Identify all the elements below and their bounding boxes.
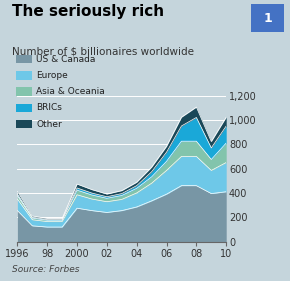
Text: Other: Other bbox=[36, 120, 62, 129]
Text: US & Canada: US & Canada bbox=[36, 55, 96, 64]
Text: Source: Forbes: Source: Forbes bbox=[12, 265, 79, 274]
Text: 1: 1 bbox=[263, 12, 272, 25]
Text: Asia & Oceania: Asia & Oceania bbox=[36, 87, 105, 96]
Text: The seriously rich: The seriously rich bbox=[12, 4, 164, 19]
Text: Number of $ billionaires worldwide: Number of $ billionaires worldwide bbox=[12, 46, 194, 56]
Text: BRICs: BRICs bbox=[36, 103, 62, 112]
Text: Europe: Europe bbox=[36, 71, 68, 80]
